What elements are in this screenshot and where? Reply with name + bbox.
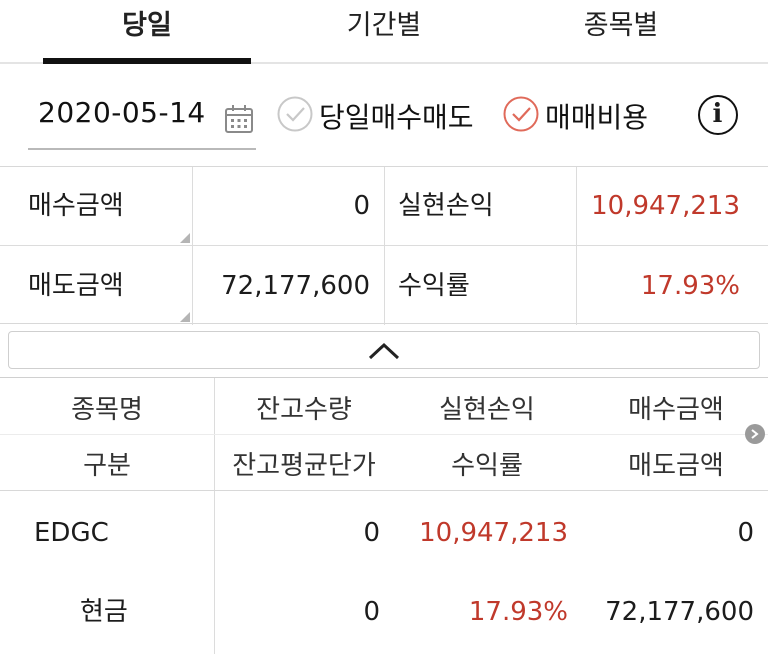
- buy-amount: 0: [737, 518, 754, 548]
- chevron-up-icon: [368, 342, 400, 360]
- tab-by-stock[interactable]: 종목별: [583, 10, 659, 41]
- active-tab-indicator: [43, 58, 251, 64]
- realized-pl: 10,947,213: [419, 518, 568, 548]
- return-rate: 17.93%: [468, 597, 568, 627]
- checkbox-unchecked-icon: [277, 96, 313, 132]
- header-avg-price: 잔고평균단가: [232, 451, 376, 481]
- stock-table: 종목명 잔고수량 실현손익 매수금액 구분 잔고평균단가 수익률 매도금액 ED…: [0, 377, 768, 654]
- buy-amount-value: 0: [353, 191, 370, 221]
- header-category: 구분: [83, 451, 131, 481]
- collapse-button[interactable]: [8, 331, 760, 369]
- chevron-right-icon: [751, 429, 759, 439]
- expand-corner-icon: [180, 233, 190, 243]
- info-icon[interactable]: i: [698, 95, 738, 135]
- header-balance-qty: 잔고수량: [256, 395, 352, 425]
- avg-price: 0: [363, 597, 380, 627]
- trade-cost-label: 매매비용: [545, 101, 649, 134]
- sell-amount-value: 72,177,600: [221, 271, 370, 301]
- header-return-rate: 수익률: [451, 451, 523, 481]
- return-rate-value: 17.93%: [640, 271, 740, 301]
- date-field[interactable]: 2020-05-14: [28, 94, 256, 150]
- same-day-trade-checkbox[interactable]: 당일매수매도: [277, 96, 487, 136]
- sell-amount-label: 매도금액: [28, 271, 124, 301]
- sell-amount: 72,177,600: [605, 597, 754, 627]
- tab-today[interactable]: 당일: [122, 10, 172, 41]
- realized-pl-value: 10,947,213: [591, 191, 740, 221]
- tab-bar: 당일 기간별 종목별: [0, 0, 768, 64]
- realized-pl-label: 실현손익: [398, 191, 494, 221]
- summary-panel: 매수금액 0 실현손익 10,947,213 매도금액 72,177,600 수…: [0, 166, 768, 325]
- same-day-trade-label: 당일매수매도: [319, 101, 474, 134]
- trade-cost-checkbox[interactable]: 매매비용: [503, 96, 663, 136]
- category: 현금: [80, 597, 128, 627]
- filter-bar: 2020-05-14 당일매수매도 매매비용: [0, 64, 768, 166]
- header-sell-amount: 매도금액: [628, 451, 724, 481]
- header-buy-amount: 매수금액: [628, 395, 724, 425]
- scroll-right-icon[interactable]: [745, 424, 765, 444]
- tab-period[interactable]: 기간별: [346, 10, 422, 41]
- return-rate-label: 수익률: [398, 271, 470, 301]
- calendar-icon[interactable]: [224, 104, 254, 134]
- date-value: 2020-05-14: [38, 96, 206, 129]
- balance-qty: 0: [363, 518, 380, 548]
- header-stock-name: 종목명: [71, 395, 143, 425]
- expand-corner-icon: [180, 312, 190, 322]
- stock-name: EDGC: [34, 518, 109, 548]
- header-realized-pl: 실현손익: [439, 395, 535, 425]
- buy-amount-label: 매수금액: [28, 191, 124, 221]
- checkbox-checked-icon: [503, 96, 539, 132]
